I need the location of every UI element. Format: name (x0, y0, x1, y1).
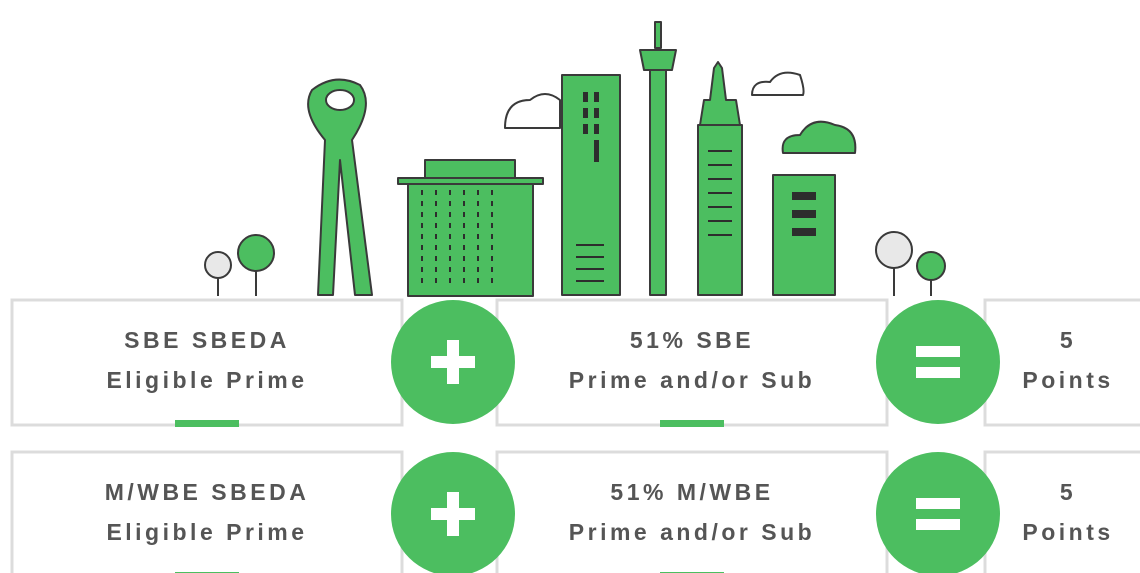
tower (655, 22, 661, 48)
card-label: 51% SBE (630, 327, 754, 353)
card-label: 51% M/WBE (610, 479, 773, 505)
card (497, 300, 887, 425)
accent-bar (660, 420, 724, 427)
equals-icon (876, 300, 1000, 424)
city-illustration (205, 22, 945, 296)
windows (792, 192, 816, 236)
building (700, 62, 740, 125)
equals-icon (916, 367, 960, 378)
card-label: Eligible Prime (106, 367, 307, 393)
cloud (783, 122, 856, 153)
sculpture (308, 80, 372, 295)
card-label: 5 (1060, 479, 1076, 505)
equals-icon (916, 519, 960, 530)
plus-icon (447, 340, 459, 384)
equals-icon (876, 452, 1000, 573)
equals-icon (916, 498, 960, 509)
tree (876, 232, 912, 268)
card-label: Eligible Prime (106, 519, 307, 545)
card-label: Points (1022, 519, 1113, 545)
equals-icon (916, 346, 960, 357)
card-label: Prime and/or Sub (569, 367, 815, 393)
building (408, 184, 533, 296)
plus-icon (447, 492, 459, 536)
building (562, 75, 620, 295)
card-label: 5 (1060, 327, 1076, 353)
card-label: SBE SBEDA (124, 327, 290, 353)
accent-bar (175, 420, 239, 427)
card-label: Prime and/or Sub (569, 519, 815, 545)
sculpture-hole (326, 90, 354, 110)
card-label: Points (1022, 367, 1113, 393)
tower (650, 70, 666, 295)
tower (640, 50, 676, 70)
page: {"rows": [ {"left": ["SBE SBEDA", "Eligi… (0, 0, 1140, 573)
card (12, 452, 402, 573)
card (985, 300, 1140, 425)
card-label: M/WBE SBEDA (105, 479, 310, 505)
card (12, 300, 402, 425)
infographic: SBE SBEDA Eligible Prime 51% SBE Prime and/… (0, 0, 1140, 573)
card (985, 452, 1140, 573)
card (497, 452, 887, 573)
cloud (505, 94, 560, 128)
tree (205, 252, 231, 278)
tree (238, 235, 274, 271)
cloud (752, 73, 804, 95)
rows: SBE SBEDA Eligible Prime 51% SBE Prime and/… (12, 300, 1140, 573)
tree (917, 252, 945, 280)
